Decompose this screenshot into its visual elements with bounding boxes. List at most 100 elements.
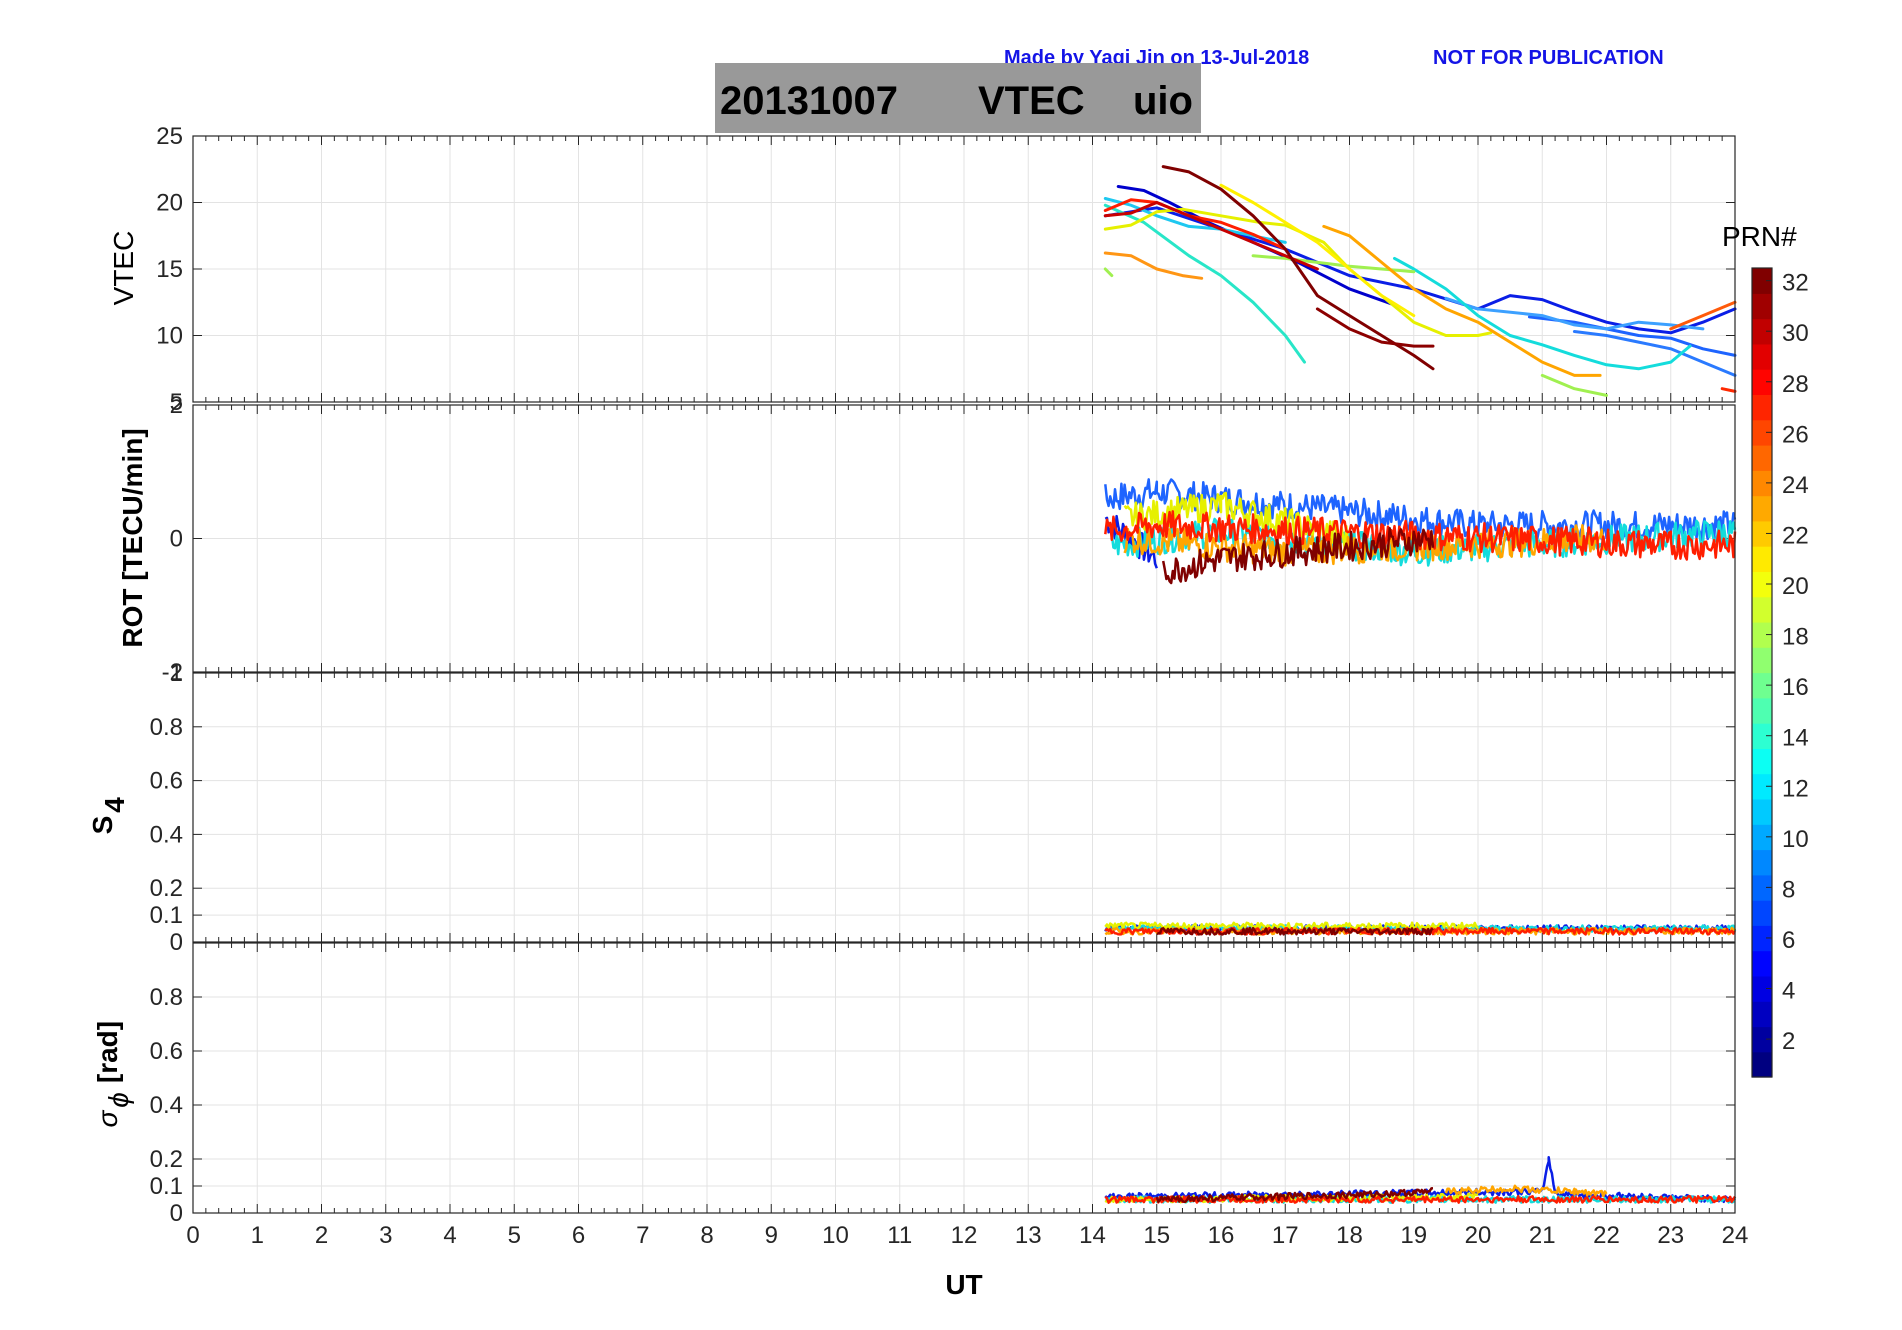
series-trace-prn-5: [1104, 1155, 1736, 1204]
series-line-prn-19: [1103, 207, 1493, 337]
series-trace-prn-12: [1110, 517, 1737, 567]
colorbar-segment: [1752, 1051, 1772, 1078]
x-tick-label: 4: [443, 1222, 456, 1249]
series-trace-prn-31: [1161, 526, 1435, 585]
colorbar-tick-label: 26: [1782, 421, 1809, 448]
series-trace-prn-22: [1444, 1184, 1608, 1198]
x-tick-label: 5: [508, 1222, 521, 1249]
axes-box: [192, 135, 1736, 403]
series-line-prn-26: [1720, 387, 1737, 393]
y-tick-label: 0.6: [150, 1038, 183, 1065]
colorbar-tick-label: 10: [1782, 826, 1809, 853]
colorbar-segment: [1752, 647, 1772, 674]
x-tick-label: 22: [1593, 1222, 1620, 1249]
colorbar-segment: [1752, 975, 1772, 1002]
x-tick-label: 20: [1465, 1222, 1492, 1249]
series-line-prn-10: [1444, 296, 1705, 331]
rot-ylabel: ROT [TECU/min]: [117, 428, 148, 647]
x-tick-label: 24: [1722, 1222, 1749, 1249]
colorbar-segment: [1752, 849, 1772, 876]
colorbar-tick-label: 22: [1782, 522, 1809, 549]
y-tick-label: 1: [170, 660, 183, 687]
colorbar-segment: [1752, 824, 1772, 851]
x-tick-label: 14: [1079, 1222, 1106, 1249]
series-trace-prn-9: [1104, 478, 1737, 542]
x-tick-label: 3: [379, 1222, 392, 1249]
title-param: VTEC: [978, 79, 1085, 123]
y-tick-label: 2: [170, 392, 183, 419]
x-tick-label: 18: [1336, 1222, 1363, 1249]
colorbar-segment: [1752, 697, 1772, 724]
colorbar-frame: [1751, 267, 1773, 1078]
y-tick-label: 0.4: [150, 821, 183, 848]
title-date: 20131007: [720, 79, 898, 123]
colorbar-tick-label: 32: [1782, 270, 1809, 297]
y-tick-label: 0.1: [150, 902, 183, 929]
colorbar-tick-label: 24: [1782, 472, 1809, 499]
colorbar-segment: [1752, 470, 1772, 497]
y-tick-label: 0.8: [150, 714, 183, 741]
colorbar-segment: [1752, 596, 1772, 623]
colorbar-segment: [1752, 874, 1772, 901]
axes-box: [192, 672, 1736, 943]
colorbar-tick-label: 14: [1782, 725, 1809, 752]
series-line-prn-17: [1251, 254, 1416, 274]
x-tick-label: 8: [700, 1222, 713, 1249]
colorbar-segment: [1752, 419, 1772, 446]
svg-text:4: 4: [99, 797, 130, 813]
series-line-prn-12: [1393, 256, 1692, 371]
axes-box: [192, 942, 1736, 1214]
colorbar-tick-label: 6: [1782, 927, 1795, 954]
axes-box: [192, 404, 1736, 673]
colorbar-segment: [1752, 773, 1772, 800]
series-line-prn-31: [1161, 165, 1435, 371]
x-tick-label: 15: [1143, 1222, 1170, 1249]
x-tick-label: 10: [822, 1222, 849, 1249]
sigma-phi-ylabel: σ ϕ [rad]: [92, 1021, 134, 1128]
colorbar-segment: [1752, 621, 1772, 648]
svg-text:S: S: [87, 816, 118, 835]
colorbar-segment: [1752, 571, 1772, 598]
y-tick-label: 0: [170, 929, 183, 956]
y-tick-label: 25: [156, 123, 183, 150]
colorbar-segment: [1752, 723, 1772, 749]
x-tick-label: 6: [572, 1222, 585, 1249]
title-box: [715, 63, 1201, 133]
series-line-prn-5: [1103, 206, 1737, 335]
colorbar-label: PRN#: [1722, 221, 1797, 252]
x-tick-label: 13: [1015, 1222, 1042, 1249]
series-line-prn-25: [1669, 300, 1737, 331]
vtec-panel: 25 20 15 10 5: [156, 123, 1737, 416]
vtec-ylabel: VTEC: [108, 231, 139, 306]
colorbar-tick-label: 20: [1782, 573, 1809, 600]
colorbar-segment: [1752, 798, 1772, 825]
s4-ylabel: S 4: [87, 797, 130, 835]
x-tick-label: 16: [1208, 1222, 1235, 1249]
x-tick-label: 7: [636, 1222, 649, 1249]
title-station: uio: [1133, 79, 1193, 123]
colorbar-segment: [1752, 1026, 1772, 1053]
notice-text: NOT FOR PUBLICATION: [1433, 47, 1664, 69]
series-trace-prn-27: [1104, 510, 1737, 561]
colorbar-segment: [1752, 900, 1772, 926]
series-line-prn-13: [1103, 203, 1306, 364]
series-line-prn-20: [1219, 183, 1416, 318]
series-trace-prn-31: [1155, 1187, 1434, 1204]
colorbar-segment: [1752, 343, 1772, 370]
x-tick-label: 2: [315, 1222, 328, 1249]
sigma-phi-panel: 0.80.60.40.20.100 1 2 3 4 5 6 7 8 9 10 11 12 13 14 15 16…: [150, 942, 1749, 1249]
x-tick-label: 0: [186, 1222, 199, 1249]
colorbar-tick-label: 28: [1782, 371, 1809, 398]
colorbar-segment: [1752, 1001, 1772, 1028]
s4-panel: 1 0.8 0.6 0.4 0.20.10: [150, 660, 1737, 956]
y-tick-label: 0.4: [150, 1092, 183, 1119]
series-line-prn-32: [1315, 307, 1435, 348]
x-tick-label: 17: [1272, 1222, 1299, 1249]
series-trace-prn-31: [1156, 926, 1434, 936]
colorbar-segment: [1752, 293, 1772, 320]
series-line-prn-17: [1540, 373, 1608, 397]
x-axis-label: UT: [945, 1269, 982, 1300]
y-tick-label: 0.2: [150, 1146, 183, 1173]
svg-text:σ: σ: [92, 1109, 123, 1127]
